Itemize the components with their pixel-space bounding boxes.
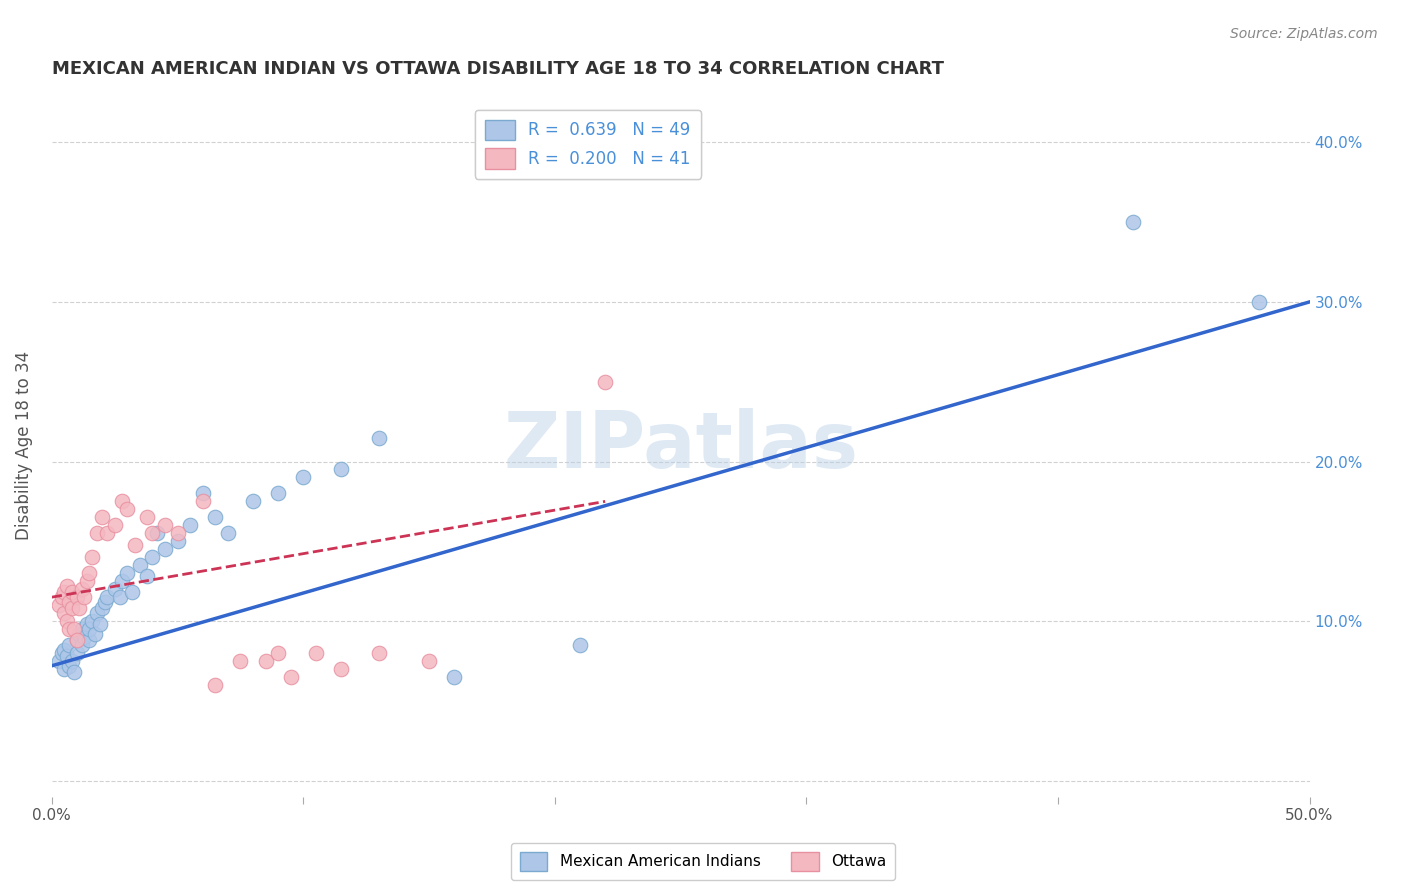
Point	[191, 486, 214, 500]
Point	[136, 510, 159, 524]
Point	[79, 622, 101, 636]
Point	[254, 654, 277, 668]
Point	[443, 670, 465, 684]
Point	[569, 638, 592, 652]
Point	[115, 502, 138, 516]
Point	[63, 622, 86, 636]
Point	[60, 654, 83, 668]
Point	[136, 569, 159, 583]
Point	[146, 526, 169, 541]
Point	[166, 534, 188, 549]
Point	[56, 614, 79, 628]
Point	[418, 654, 440, 668]
Point	[66, 633, 89, 648]
Point	[111, 574, 134, 589]
Point	[66, 633, 89, 648]
Point	[70, 622, 93, 636]
Point	[48, 654, 70, 668]
Point	[166, 526, 188, 541]
Point	[76, 574, 98, 589]
Point	[104, 518, 127, 533]
Point	[51, 646, 73, 660]
Point	[191, 494, 214, 508]
Point	[141, 550, 163, 565]
Point	[124, 537, 146, 551]
Point	[79, 566, 101, 581]
Point	[267, 646, 290, 660]
Point	[121, 585, 143, 599]
Point	[76, 617, 98, 632]
Point	[104, 582, 127, 597]
Point	[111, 494, 134, 508]
Point	[593, 375, 616, 389]
Point	[67, 601, 90, 615]
Point	[229, 654, 252, 668]
Point	[73, 590, 96, 604]
Point	[1122, 215, 1144, 229]
Point	[80, 550, 103, 565]
Legend: R =  0.639   N = 49, R =  0.200   N = 41: R = 0.639 N = 49, R = 0.200 N = 41	[475, 110, 700, 178]
Point	[80, 614, 103, 628]
Text: ZIPatlas: ZIPatlas	[503, 408, 858, 483]
Point	[58, 638, 80, 652]
Point	[56, 649, 79, 664]
Point	[153, 518, 176, 533]
Point	[56, 579, 79, 593]
Point	[115, 566, 138, 581]
Point	[141, 526, 163, 541]
Point	[330, 462, 353, 476]
Point	[89, 617, 111, 632]
Point	[108, 590, 131, 604]
Point	[153, 542, 176, 557]
Point	[96, 526, 118, 541]
Point	[91, 510, 114, 524]
Point	[53, 643, 76, 657]
Point	[367, 646, 389, 660]
Point	[58, 595, 80, 609]
Point	[367, 431, 389, 445]
Point	[217, 526, 239, 541]
Point	[267, 486, 290, 500]
Point	[128, 558, 150, 573]
Point	[91, 601, 114, 615]
Point	[96, 590, 118, 604]
Point	[1249, 294, 1271, 309]
Point	[83, 627, 105, 641]
Point	[93, 595, 115, 609]
Point	[330, 662, 353, 676]
Point	[204, 678, 226, 692]
Point	[204, 510, 226, 524]
Point	[53, 606, 76, 620]
Point	[60, 585, 83, 599]
Point	[51, 590, 73, 604]
Point	[53, 662, 76, 676]
Point	[58, 622, 80, 636]
Point	[67, 627, 90, 641]
Point	[70, 638, 93, 652]
Point	[53, 585, 76, 599]
Point	[60, 601, 83, 615]
Point	[79, 633, 101, 648]
Legend: Mexican American Indians, Ottawa: Mexican American Indians, Ottawa	[510, 843, 896, 880]
Point	[280, 670, 302, 684]
Y-axis label: Disability Age 18 to 34: Disability Age 18 to 34	[15, 351, 32, 541]
Point	[58, 658, 80, 673]
Point	[179, 518, 201, 533]
Text: MEXICAN AMERICAN INDIAN VS OTTAWA DISABILITY AGE 18 TO 34 CORRELATION CHART: MEXICAN AMERICAN INDIAN VS OTTAWA DISABI…	[52, 60, 943, 78]
Point	[63, 665, 86, 680]
Point	[73, 630, 96, 644]
Point	[305, 646, 328, 660]
Point	[70, 582, 93, 597]
Point	[242, 494, 264, 508]
Point	[66, 646, 89, 660]
Point	[48, 598, 70, 612]
Point	[66, 590, 89, 604]
Point	[86, 606, 108, 620]
Text: Source: ZipAtlas.com: Source: ZipAtlas.com	[1230, 27, 1378, 41]
Point	[292, 470, 315, 484]
Point	[86, 526, 108, 541]
